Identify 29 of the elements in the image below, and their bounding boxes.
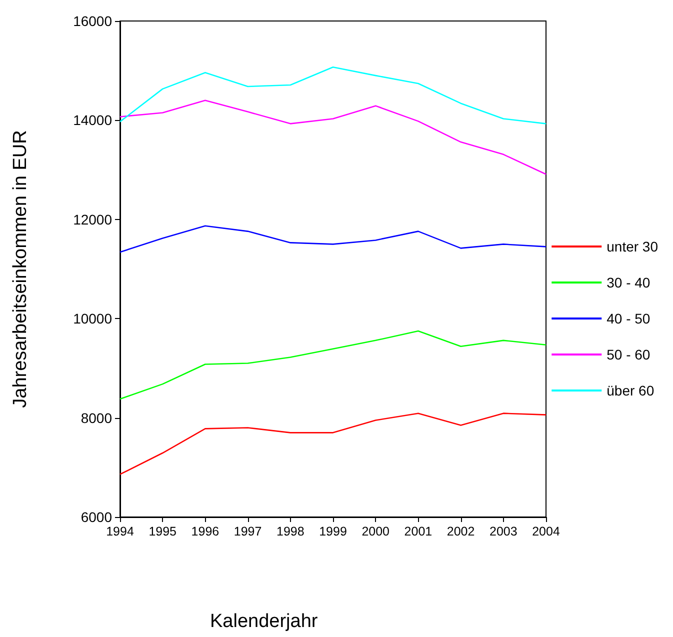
x-tick-label: 1996 bbox=[191, 524, 220, 538]
x-tick-label: 1997 bbox=[234, 524, 262, 538]
y-tick-label: 16000 bbox=[73, 13, 112, 29]
legend-label: 50 - 60 bbox=[606, 346, 650, 362]
legend-label: unter 30 bbox=[606, 238, 658, 254]
line-series bbox=[119, 225, 547, 253]
y-tick-label: 10000 bbox=[73, 310, 112, 327]
x-tick-label: 1999 bbox=[319, 524, 347, 538]
legend-label: 40 - 50 bbox=[606, 310, 650, 326]
line-series bbox=[119, 100, 547, 175]
y-tick-label: 6000 bbox=[80, 509, 112, 525]
x-tick-label: 2003 bbox=[489, 524, 518, 538]
x-tick-label: 1998 bbox=[276, 524, 304, 538]
legend-label: 30 - 40 bbox=[606, 274, 650, 290]
line-series bbox=[119, 412, 547, 475]
x-tick-label: 2000 bbox=[362, 524, 390, 538]
x-axis-title: Kalenderjahr bbox=[210, 611, 318, 632]
x-tick-label: 2004 bbox=[532, 524, 560, 538]
x-tick-label: 2001 bbox=[404, 524, 432, 538]
line-series bbox=[119, 66, 547, 124]
x-tick-label: 1994 bbox=[106, 524, 134, 538]
legend-label: über 60 bbox=[606, 382, 654, 398]
x-tick-label: 2002 bbox=[446, 524, 475, 538]
x-tick-label: 1995 bbox=[148, 524, 177, 538]
y-tick-label: 8000 bbox=[80, 410, 112, 426]
y-tick-label: 12000 bbox=[73, 211, 112, 228]
y-axis-title: Jahresarbeitseinkommen in EUR bbox=[10, 130, 31, 408]
line-series bbox=[119, 330, 547, 400]
y-tick-label: 14000 bbox=[73, 112, 112, 128]
